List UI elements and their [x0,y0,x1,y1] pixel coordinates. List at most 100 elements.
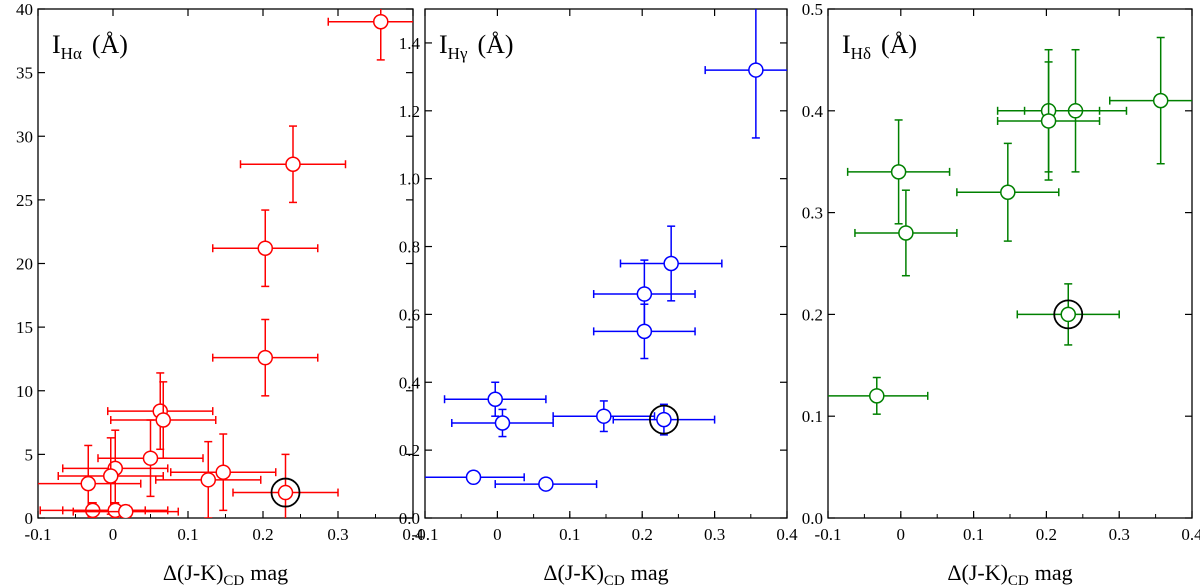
point-marker [1040,113,1057,129]
point-marker [465,469,482,486]
data-point [212,318,319,397]
y-tick-label: 0 [25,509,34,528]
plot-frame [424,8,788,519]
panel-label: IHγ (Å) [439,30,514,63]
point-marker [142,450,159,466]
data-point [854,189,958,277]
y-tick-label: 0.5 [802,0,823,19]
panel-3: -0.1 0 0.1 0.2 0.3 0.4 0.0 0.1 0.2 0.3 0.4 0.5 IHδ (Å… [802,0,1200,587]
point-marker [890,164,907,180]
x-axis-label: Δ(J-K)CD mag [543,560,668,587]
data-point [107,372,214,451]
points-layer [425,9,787,492]
data-point [443,381,547,417]
x-tick-label: 0.3 [327,525,348,544]
x-tick-label: 0.2 [1036,525,1057,544]
points-layer [38,9,413,518]
x-tick-label: 0.2 [252,525,273,544]
highlight-ring [270,477,301,508]
y-tick-label: 30 [16,127,33,146]
point-marker [538,476,554,492]
y-tick-label: 0.0 [802,509,823,528]
point-marker [257,349,273,366]
points-layer [828,36,1192,415]
point-marker [200,472,216,488]
data-point [57,437,164,515]
y-tick-label: 0.3 [802,204,823,223]
x-tick-label: 0 [109,525,118,544]
point-marker [373,13,389,30]
data-point [996,61,1101,181]
data-point [62,501,169,518]
x-axis-label: Δ(J-K)CD mag [947,560,1072,587]
y-tick-label: 0.2 [802,305,823,324]
x-tick-label: 0.4 [776,525,798,544]
data-point [212,209,319,288]
point-marker [636,323,653,340]
y-tick-label: 0.4 [399,373,421,392]
data-point [97,419,204,498]
y-tick-label: 5 [25,445,34,464]
x-tick-label: 0 [493,525,502,544]
data-point [232,453,339,518]
data-point [1108,36,1192,165]
y-tick-label: 0.2 [399,441,420,460]
y-tick-label: 1.4 [399,34,421,53]
y-tick-label: 1.0 [399,170,420,189]
x-tick-label: -0.1 [815,525,842,544]
y-tick-label: 0.4 [802,102,824,121]
data-point [619,225,723,302]
data-point [451,408,554,438]
point-marker [898,225,914,241]
plot-frame [827,8,1193,519]
data-point [846,119,951,225]
data-point [170,433,277,512]
data-point [828,376,929,415]
x-tick-label: -0.1 [412,525,439,544]
y-tick-label: 10 [16,382,33,401]
point-marker [80,475,96,492]
point-marker [285,156,301,172]
point-marker [277,484,294,501]
point-marker [1060,306,1076,323]
point-marker [118,503,134,518]
data-point [425,469,525,486]
data-point [110,381,217,459]
data-point [956,142,1060,242]
data-point [494,476,598,492]
x-tick-label: 0 [897,525,906,544]
point-marker [869,388,885,404]
data-point [1016,283,1120,346]
x-tick-label: 0.4 [402,525,424,544]
x-tick-label: 0.3 [704,525,725,544]
y-tick-label: 0.8 [399,238,420,257]
data-point [612,403,716,436]
point-marker [748,62,764,78]
x-tick-label: 0.1 [177,525,198,544]
y-tick-label: 20 [16,255,33,274]
highlight-ring [649,404,679,435]
data-point [62,429,169,508]
data-point [327,9,413,61]
point-marker [257,240,273,256]
point-marker [487,391,503,407]
data-point [239,125,347,204]
data-point [592,303,696,360]
panel-2: -0.1 0 0.1 0.2 0.3 0.40.00.20.40.60.81.01.21.… [399,8,798,587]
point-marker [494,415,511,431]
y-tick-label: 0.0 [399,509,420,528]
data-point [155,440,262,518]
x-tick-label: 0.4 [1181,525,1200,544]
y-tick-label: 25 [16,191,33,210]
y-tick-label: 0.1 [802,407,823,426]
y-tick-label: 35 [16,64,33,83]
y-tick-label: 40 [16,0,33,19]
panel-label: IHα (Å) [52,30,128,63]
x-tick-label: 0.1 [963,525,984,544]
x-tick-label: 0.2 [632,525,653,544]
point-marker [596,408,612,424]
x-tick-label: 0.1 [559,525,580,544]
highlight-ring [1053,299,1084,330]
x-axis-label: Δ(J-K)CD mag [163,560,288,587]
